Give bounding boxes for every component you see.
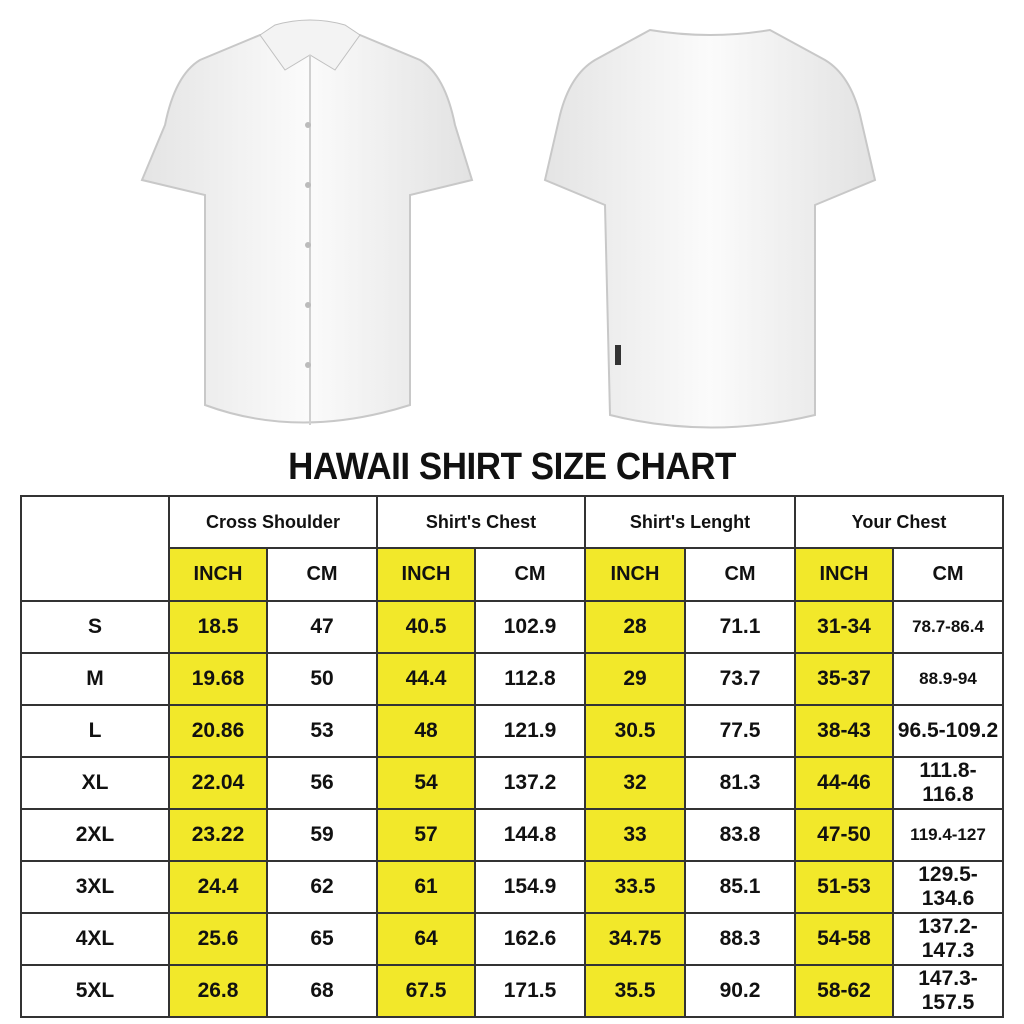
cm-value-cell: 162.6 <box>474 912 586 966</box>
cm-value-cell: 147.3-157.5 <box>892 964 1004 1018</box>
cm-value-cell: 59 <box>266 808 378 862</box>
inch-value-cell: 44.4 <box>376 652 476 706</box>
cm-value-cell: 78.7-86.4 <box>892 600 1004 654</box>
size-label: 2XL <box>20 808 170 862</box>
cm-value-cell: 47 <box>266 600 378 654</box>
group-header: Shirt's Lenght <box>584 495 796 549</box>
cm-value-cell: 88.3 <box>684 912 796 966</box>
size-label: 3XL <box>20 860 170 914</box>
inch-value-cell: 64 <box>376 912 476 966</box>
inch-value-cell: 35.5 <box>584 964 686 1018</box>
cm-value-cell: 81.3 <box>684 756 796 810</box>
size-chart-title: HAWAII SHIRT SIZE CHART <box>288 446 736 488</box>
inch-value-cell: 31-34 <box>794 600 894 654</box>
cm-value-cell: 83.8 <box>684 808 796 862</box>
inch-value-cell: 51-53 <box>794 860 894 914</box>
size-label: S <box>20 600 170 654</box>
size-row: 4XL 25.6 65 64 162.6 34.75 88.3 54-58 137.2-147.… <box>20 912 1004 966</box>
size-label: 4XL <box>20 912 170 966</box>
inch-value-cell: 22.04 <box>168 756 268 810</box>
cm-value-cell: 68 <box>266 964 378 1018</box>
inch-value-cell: 40.5 <box>376 600 476 654</box>
unit-header-cm: CM <box>892 547 1004 602</box>
cm-value-cell: 85.1 <box>684 860 796 914</box>
unit-header-row: INCH CM INCH CM INCH CM INCH CM <box>21 547 1004 602</box>
cm-value-cell: 121.9 <box>474 704 586 758</box>
cm-value-cell: 102.9 <box>474 600 586 654</box>
size-row: 3XL 24.4 62 61 154.9 33.5 85.1 51-53 129.5-134.6 <box>20 860 1004 914</box>
cm-value-cell: 53 <box>266 704 378 758</box>
inch-value-cell: 44-46 <box>794 756 894 810</box>
shirt-back-image <box>543 28 877 429</box>
shirt-front-image <box>140 19 474 425</box>
cm-value-cell: 137.2-147.3 <box>892 912 1004 966</box>
group-header: Shirt's Chest <box>376 495 586 549</box>
size-row: S 18.5 47 40.5 102.9 28 71.1 31-34 78.7-86.4 <box>20 600 1004 654</box>
size-chart-table: Cross Shoulder Shirt's Chest Shirt's Len… <box>20 495 1004 1018</box>
empty-corner-cell <box>20 495 170 602</box>
size-label: L <box>20 704 170 758</box>
inch-value-cell: 32 <box>584 756 686 810</box>
inch-value-cell: 38-43 <box>794 704 894 758</box>
cm-value-cell: 65 <box>266 912 378 966</box>
inch-value-cell: 29 <box>584 652 686 706</box>
cm-value-cell: 56 <box>266 756 378 810</box>
inch-value-cell: 54-58 <box>794 912 894 966</box>
cm-value-cell: 171.5 <box>474 964 586 1018</box>
size-row: XL 22.04 56 54 137.2 32 81.3 44-46 111.8-116.8 <box>20 756 1004 810</box>
inch-value-cell: 23.22 <box>168 808 268 862</box>
cm-value-cell: 96.5-109.2 <box>892 704 1004 758</box>
inch-value-cell: 34.75 <box>584 912 686 966</box>
size-row: M 19.68 50 44.4 112.8 29 73.7 35-37 88.9-94 <box>20 652 1004 706</box>
inch-value-cell: 35-37 <box>794 652 894 706</box>
inch-value-cell: 30.5 <box>584 704 686 758</box>
size-label: 5XL <box>20 964 170 1018</box>
size-row: 2XL 23.22 59 57 144.8 33 83.8 47-50 119.4-127 <box>20 808 1004 862</box>
inch-value-cell: 57 <box>376 808 476 862</box>
inch-value-cell: 19.68 <box>168 652 268 706</box>
inch-value-cell: 18.5 <box>168 600 268 654</box>
group-header: Cross Shoulder <box>168 495 378 549</box>
inch-value-cell: 33 <box>584 808 686 862</box>
cm-value-cell: 50 <box>266 652 378 706</box>
inch-value-cell: 28 <box>584 600 686 654</box>
unit-header-inch: INCH <box>584 547 686 602</box>
cm-value-cell: 90.2 <box>684 964 796 1018</box>
cm-value-cell: 71.1 <box>684 600 796 654</box>
inch-value-cell: 33.5 <box>584 860 686 914</box>
inch-value-cell: 20.86 <box>168 704 268 758</box>
group-header: Your Chest <box>794 495 1004 549</box>
unit-header-inch: INCH <box>376 547 476 602</box>
cm-value-cell: 144.8 <box>474 808 586 862</box>
cm-value-cell: 112.8 <box>474 652 586 706</box>
inch-value-cell: 58-62 <box>794 964 894 1018</box>
cm-value-cell: 88.9-94 <box>892 652 1004 706</box>
unit-header-inch: INCH <box>794 547 894 602</box>
unit-header-cm: CM <box>684 547 796 602</box>
inch-value-cell: 25.6 <box>168 912 268 966</box>
inch-value-cell: 26.8 <box>168 964 268 1018</box>
cm-value-cell: 137.2 <box>474 756 586 810</box>
cm-value-cell: 154.9 <box>474 860 586 914</box>
inch-value-cell: 67.5 <box>376 964 476 1018</box>
inch-value-cell: 24.4 <box>168 860 268 914</box>
size-row: 5XL 26.8 68 67.5 171.5 35.5 90.2 58-62 147.3-157… <box>20 964 1004 1018</box>
inch-value-cell: 54 <box>376 756 476 810</box>
cm-value-cell: 111.8-116.8 <box>892 756 1004 810</box>
unit-header-cm: CM <box>266 547 378 602</box>
inch-value-cell: 47-50 <box>794 808 894 862</box>
cm-value-cell: 73.7 <box>684 652 796 706</box>
group-header-row: Cross Shoulder Shirt's Chest Shirt's Len… <box>20 495 1004 602</box>
cm-value-cell: 119.4-127 <box>892 808 1004 862</box>
size-label: M <box>20 652 170 706</box>
cm-value-cell: 129.5-134.6 <box>892 860 1004 914</box>
unit-header-inch: INCH <box>168 547 268 602</box>
cm-value-cell: 62 <box>266 860 378 914</box>
inch-value-cell: 48 <box>376 704 476 758</box>
size-row: L 20.86 53 48 121.9 30.5 77.5 38-43 96.5-109.2 <box>20 704 1004 758</box>
inch-value-cell: 61 <box>376 860 476 914</box>
size-label: XL <box>20 756 170 810</box>
cm-value-cell: 77.5 <box>684 704 796 758</box>
unit-header-cm: CM <box>474 547 586 602</box>
